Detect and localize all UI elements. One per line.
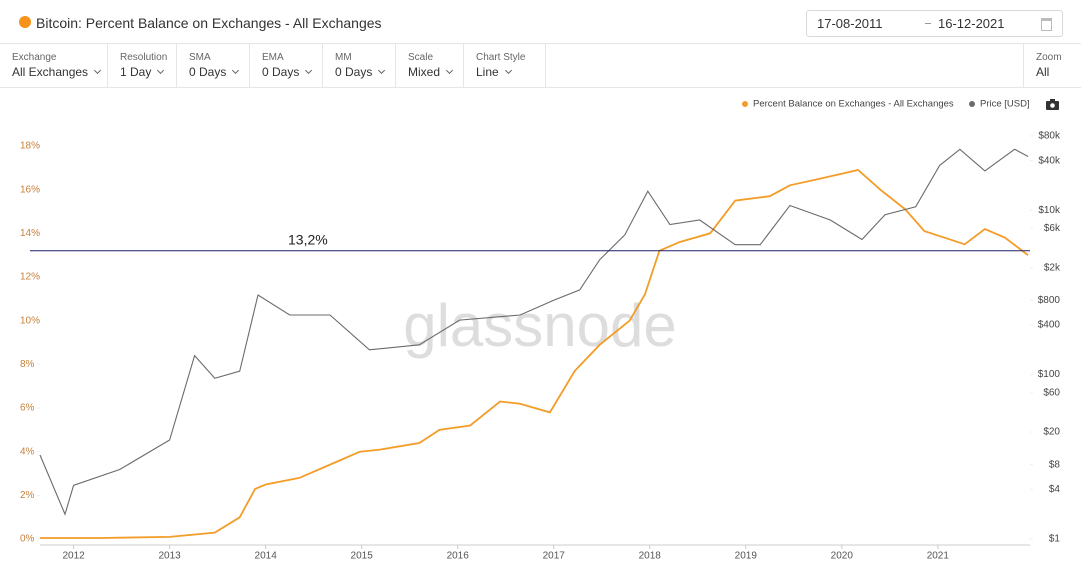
- start-date[interactable]: 17-08-2011: [817, 16, 883, 31]
- date-range[interactable]: 17-08-2011 16-12-2021: [806, 10, 1063, 37]
- y2-tick-label: $1: [1049, 534, 1061, 545]
- x-tick-label: 2017: [543, 551, 566, 562]
- x-tick-label: 2015: [351, 551, 374, 562]
- y2-tick-label: $2k: [1044, 262, 1061, 273]
- y2-tick-label: $400: [1038, 320, 1061, 331]
- control-value[interactable]: 1 Day: [120, 65, 163, 79]
- toolbar-control[interactable]: Chart Style Line: [464, 44, 546, 87]
- control-label: Exchange: [12, 52, 57, 63]
- series-line: [40, 169, 1029, 539]
- y-tick-label: 2%: [20, 490, 35, 501]
- toolbar-control[interactable]: Scale Mixed: [396, 44, 464, 87]
- y-tick-label: 18%: [20, 141, 40, 152]
- control-label: Scale: [408, 52, 434, 63]
- y-tick-label: 14%: [20, 228, 40, 239]
- header: Bitcoin: Percent Balance on Exchanges - …: [0, 0, 1081, 44]
- y2-tick-label: $8: [1049, 459, 1061, 470]
- x-tick-label: 2018: [639, 551, 662, 562]
- end-date[interactable]: 16-12-2021: [938, 16, 1005, 31]
- legend-marker: [969, 101, 975, 107]
- control-label: SMA: [189, 52, 211, 63]
- toolbar: Zoom All Exchange All Exchanges Resolution…: [0, 44, 1081, 88]
- x-tick-label: 2013: [159, 551, 182, 562]
- y2-tick-label: $20: [1043, 427, 1060, 438]
- bitcoin-icon: [19, 16, 31, 28]
- y2-tick-label: $60: [1043, 387, 1060, 398]
- y2-tick-label: $6k: [1044, 223, 1061, 234]
- control-value[interactable]: All Exchanges: [12, 65, 100, 79]
- control-label: Zoom: [1036, 52, 1062, 63]
- chart-panel: [10, 88, 1070, 568]
- annotation-label: 13,2%: [288, 232, 328, 248]
- page-title: Bitcoin: Percent Balance on Exchanges - …: [36, 15, 382, 31]
- series-line: [39, 148, 1029, 516]
- control-value[interactable]: 0 Days: [189, 65, 238, 79]
- legend-label: Price [USD]: [980, 99, 1030, 110]
- y-tick-label: 0%: [20, 534, 35, 545]
- y-tick-label: 16%: [20, 184, 40, 195]
- control-value[interactable]: All: [1036, 65, 1050, 79]
- y-tick-label: 4%: [20, 446, 35, 457]
- legend-label: Percent Balance on Exchanges - All Excha…: [753, 99, 954, 110]
- control-value[interactable]: 0 Days: [335, 65, 384, 79]
- y2-tick-label: $80k: [1038, 131, 1061, 142]
- y-tick-label: 12%: [20, 272, 40, 283]
- camera-icon[interactable]: [1046, 99, 1059, 110]
- x-tick-label: 2014: [255, 551, 278, 562]
- y2-tick-label: $10k: [1038, 205, 1061, 216]
- watermark: glassnode: [403, 292, 677, 359]
- control-label: EMA: [262, 52, 284, 63]
- control-label: Resolution: [120, 52, 168, 63]
- calendar-icon[interactable]: [1041, 18, 1052, 31]
- y2-tick-label: $100: [1038, 369, 1061, 380]
- y2-tick-label: $40k: [1038, 155, 1061, 166]
- x-tick-label: 2016: [447, 551, 470, 562]
- y-tick-label: 6%: [20, 403, 35, 414]
- control-value[interactable]: Line: [476, 65, 511, 79]
- control-label: MM: [335, 52, 352, 63]
- toolbar-control[interactable]: MM 0 Days: [323, 44, 396, 87]
- x-tick-label: 2020: [831, 551, 854, 562]
- toolbar-control[interactable]: Resolution 1 Day: [108, 44, 177, 87]
- toolbar-control[interactable]: EMA 0 Days: [250, 44, 323, 87]
- legend-marker: [742, 101, 748, 107]
- control-value[interactable]: 0 Days: [262, 65, 311, 79]
- zoom-control[interactable]: Zoom All: [1023, 44, 1062, 87]
- y-tick-label: 10%: [20, 315, 40, 326]
- toolbar-control[interactable]: Exchange All Exchanges: [0, 44, 108, 87]
- x-tick-label: 2019: [735, 551, 758, 562]
- y2-tick-label: $4: [1049, 484, 1061, 495]
- toolbar-control[interactable]: SMA 0 Days: [177, 44, 250, 87]
- x-tick-label: 2012: [62, 551, 85, 562]
- control-value[interactable]: Mixed: [408, 65, 452, 79]
- x-tick-label: 2021: [927, 551, 950, 562]
- date-arrow: [925, 23, 931, 24]
- control-label: Chart Style: [476, 52, 526, 63]
- y2-tick-label: $800: [1038, 295, 1061, 306]
- y-tick-label: 8%: [20, 359, 35, 370]
